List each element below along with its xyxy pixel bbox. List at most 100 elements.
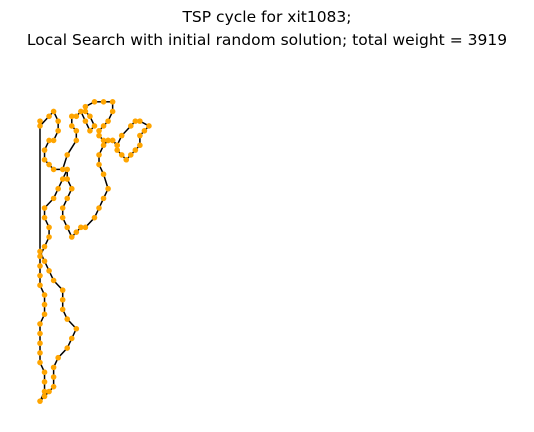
tour-node (37, 359, 43, 366)
tour-node (123, 156, 130, 163)
tour-node (78, 108, 84, 115)
tour-node (137, 132, 143, 139)
tour-node (132, 147, 139, 153)
tour-node (50, 364, 57, 371)
tour-node (50, 108, 57, 115)
tour-node (46, 234, 52, 240)
tour-node (37, 282, 43, 289)
tour-node (41, 301, 48, 308)
tour-node (91, 99, 98, 105)
tour-node (59, 296, 66, 303)
tour-node (46, 268, 52, 274)
tour-node (141, 127, 148, 134)
tour-node (37, 321, 43, 327)
tour-node (118, 152, 125, 158)
tour-node (59, 287, 66, 293)
tour-node (100, 142, 107, 149)
tour-node (96, 161, 102, 168)
tour-node (105, 185, 111, 192)
tour-node (114, 142, 120, 149)
tour-node (91, 123, 98, 129)
tour-node (37, 330, 43, 337)
tour-node (37, 350, 43, 356)
tour-node (41, 369, 48, 376)
tour-node (146, 123, 152, 129)
tour-node (96, 152, 102, 158)
tour-node (137, 118, 143, 124)
tour-node (68, 123, 75, 129)
tour-node (68, 185, 75, 192)
tour-node (50, 374, 57, 380)
tour-node (109, 137, 116, 144)
tour-node (41, 258, 48, 264)
tour-node (87, 127, 93, 134)
tour-node (96, 127, 102, 134)
plot-area (37, 99, 152, 404)
tour-node (37, 248, 43, 255)
tour-node (68, 113, 75, 120)
tour-node (41, 388, 48, 395)
tour-node (50, 383, 57, 390)
tour-node (73, 229, 80, 235)
tour-node (55, 127, 61, 134)
tour-node (64, 224, 71, 231)
tour-node (41, 205, 48, 211)
tour-node (64, 166, 71, 173)
tour-node (41, 156, 48, 163)
tour-node (128, 152, 134, 158)
tour-node (137, 142, 143, 149)
tour-node (100, 195, 107, 202)
tour-node (55, 354, 61, 361)
tour-node (46, 388, 52, 395)
tour-node (59, 214, 66, 221)
tour-node (91, 214, 98, 221)
tour-node (37, 272, 43, 279)
tour-node (64, 316, 71, 322)
tour-node (100, 137, 107, 144)
tour-node (55, 118, 61, 124)
tour-node (128, 123, 134, 129)
tour-node (50, 195, 57, 202)
tour-node (73, 325, 80, 332)
tour-node (37, 263, 43, 269)
tour-node (59, 166, 66, 173)
chart-title-line-2: Local Search with initial random solutio… (27, 31, 507, 49)
tour-node (37, 123, 43, 129)
tour-node (82, 108, 89, 115)
tour-node (73, 127, 80, 134)
tour-node (64, 176, 71, 182)
tour-node (100, 99, 107, 105)
tour-node (105, 118, 111, 124)
tour-node (41, 379, 48, 385)
tour-node (64, 345, 71, 351)
tour-edge (66, 140, 77, 156)
tour-node (82, 224, 89, 231)
tour-node (118, 132, 125, 139)
tour-node (59, 176, 66, 182)
tour-node (109, 108, 116, 115)
tour-node (100, 171, 107, 178)
tour-node (68, 335, 75, 342)
tour-node (46, 224, 52, 231)
tour-node (59, 306, 66, 313)
tour-node (78, 224, 84, 231)
tour-node (55, 185, 61, 192)
tour-node (37, 340, 43, 347)
tour-node (41, 147, 48, 153)
tour-node (68, 234, 75, 240)
tour-node (41, 243, 48, 250)
tour-node (59, 205, 66, 211)
tour-node (50, 166, 57, 173)
tour-node (46, 137, 52, 144)
tour-node (73, 137, 80, 144)
tour-node (114, 147, 120, 153)
tour-node (50, 137, 57, 144)
tour-node (82, 118, 89, 124)
tour-node (100, 123, 107, 129)
tour-node (96, 205, 102, 211)
tour-node (96, 132, 102, 139)
tour-node (37, 253, 43, 260)
tour-node (82, 103, 89, 110)
tour-node (64, 152, 71, 158)
